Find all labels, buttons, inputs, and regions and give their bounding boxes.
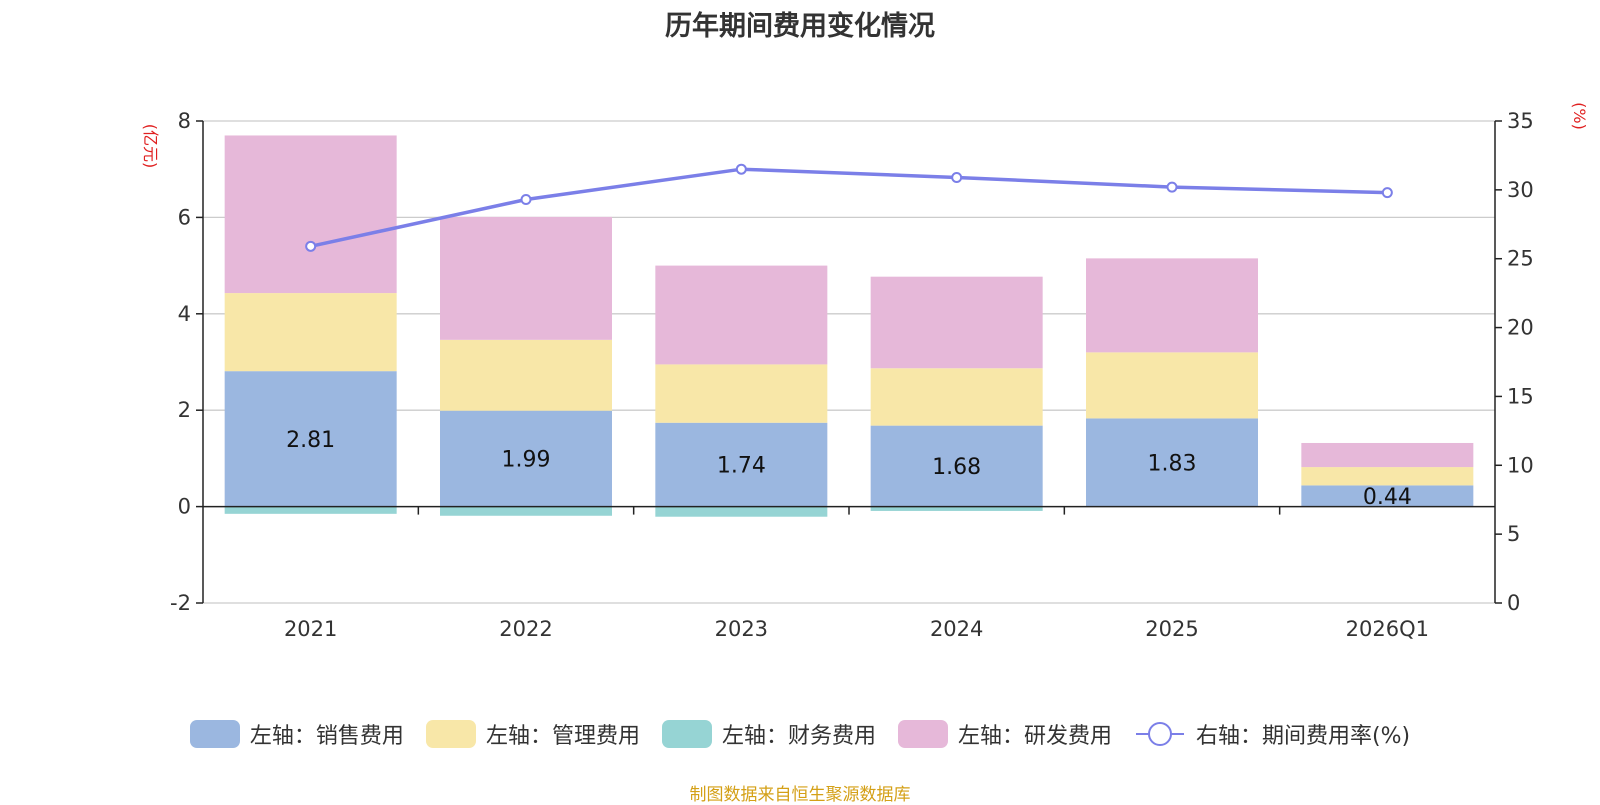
bar-segment xyxy=(1086,418,1258,507)
rate-point xyxy=(1381,187,1393,199)
legend-item: 左轴：管理费用 xyxy=(425,718,640,750)
legend-item: 左轴：销售费用 xyxy=(189,718,404,750)
right-axis-unit: (%) xyxy=(1570,102,1589,130)
right-axis-tick-label: 15 xyxy=(1507,384,1534,408)
bar-segment xyxy=(870,368,1043,426)
bar-segment xyxy=(440,339,612,411)
x-axis-tick-label: 2026Q1 xyxy=(1346,617,1429,641)
bar-segment xyxy=(870,276,1043,369)
data-label: 0.44 xyxy=(1363,485,1412,510)
legend: 左轴：销售费用 左轴：管理费用 左轴：财务费用 左轴：研发费用 右轴：期间费用率(%) xyxy=(0,718,1600,750)
data-label: 1.68 xyxy=(932,455,981,480)
x-axis-tick-label: 2023 xyxy=(715,617,768,641)
right-axis-tick-label: 30 xyxy=(1507,178,1534,202)
legend-item: 右轴：期间费用率(%) xyxy=(1134,718,1410,750)
right-axis-tick-label: 20 xyxy=(1507,316,1534,340)
bar-segment xyxy=(224,135,397,294)
data-label: 2.81 xyxy=(286,428,335,453)
x-axis-tick-label: 2024 xyxy=(930,617,983,641)
data-label: 1.83 xyxy=(1148,451,1197,476)
source-note: 制图数据来自恒生聚源数据库 xyxy=(689,785,911,805)
rate-point xyxy=(735,163,747,175)
bar-segment xyxy=(655,265,828,365)
bar-segment xyxy=(440,216,612,340)
left-axis-unit: (亿元) xyxy=(141,124,160,169)
legend-swatch xyxy=(897,720,948,748)
x-axis-tick-label: 2025 xyxy=(1145,617,1198,641)
legend-label: 左轴：财务费用 xyxy=(721,724,876,749)
left-axis-tick-label: -2 xyxy=(170,591,191,615)
x-axis-tick-label: 2021 xyxy=(284,617,337,641)
legend-label: 左轴：销售费用 xyxy=(249,724,404,749)
right-axis-tick-label: 10 xyxy=(1507,453,1534,477)
line-marker-icon xyxy=(1135,722,1184,746)
left-axis-tick-label: 8 xyxy=(178,109,191,133)
data-label: 1.74 xyxy=(717,454,766,479)
right-axis-tick-label: 0 xyxy=(1507,591,1520,615)
legend-swatch xyxy=(425,720,476,748)
legend-label: 左轴：管理费用 xyxy=(485,724,640,749)
bar-segment xyxy=(1301,442,1474,468)
legend-label: 左轴：研发费用 xyxy=(957,724,1112,749)
bar-segment xyxy=(440,506,612,516)
bar-segment xyxy=(655,506,828,517)
rate-line xyxy=(310,167,1388,249)
left-axis-tick-label: 0 xyxy=(178,495,191,519)
bar-segment xyxy=(1086,352,1258,419)
legend-marker xyxy=(1147,722,1172,746)
legend-item: 左轴：研发费用 xyxy=(897,718,1112,750)
legend-swatch xyxy=(661,720,712,748)
legend-swatch xyxy=(189,720,240,748)
bar-segment xyxy=(655,422,828,507)
bar-segment xyxy=(440,410,612,507)
bar-segment xyxy=(870,425,1043,507)
bar-segment xyxy=(1301,485,1474,507)
left-axis-tick-label: 2 xyxy=(178,398,191,422)
bar-segment xyxy=(224,506,397,514)
rate-point xyxy=(305,240,317,252)
x-axis-tick-label: 2022 xyxy=(499,617,552,641)
right-axis-tick-label: 35 xyxy=(1507,109,1534,133)
right-axis-tick-label: 25 xyxy=(1507,247,1534,271)
bar-segment xyxy=(870,506,1043,511)
bar-segment xyxy=(655,364,828,423)
left-axis-tick-label: 6 xyxy=(178,205,191,229)
rate-point xyxy=(520,193,532,205)
data-label: 1.99 xyxy=(502,448,551,473)
legend-label: 右轴：期间费用率(%) xyxy=(1195,724,1411,749)
bar-segment xyxy=(1301,467,1474,486)
rate-point xyxy=(1166,181,1178,193)
right-axis-tick-label: 5 xyxy=(1507,522,1520,546)
legend-item: 左轴：财务费用 xyxy=(661,718,876,750)
chart-title: 历年期间费用变化情况 xyxy=(665,11,935,42)
bar-segment xyxy=(224,371,397,507)
rate-point xyxy=(951,171,963,183)
left-axis-tick-label: 4 xyxy=(178,302,191,326)
bar-segment xyxy=(224,293,397,372)
bar-segment xyxy=(1086,258,1258,353)
